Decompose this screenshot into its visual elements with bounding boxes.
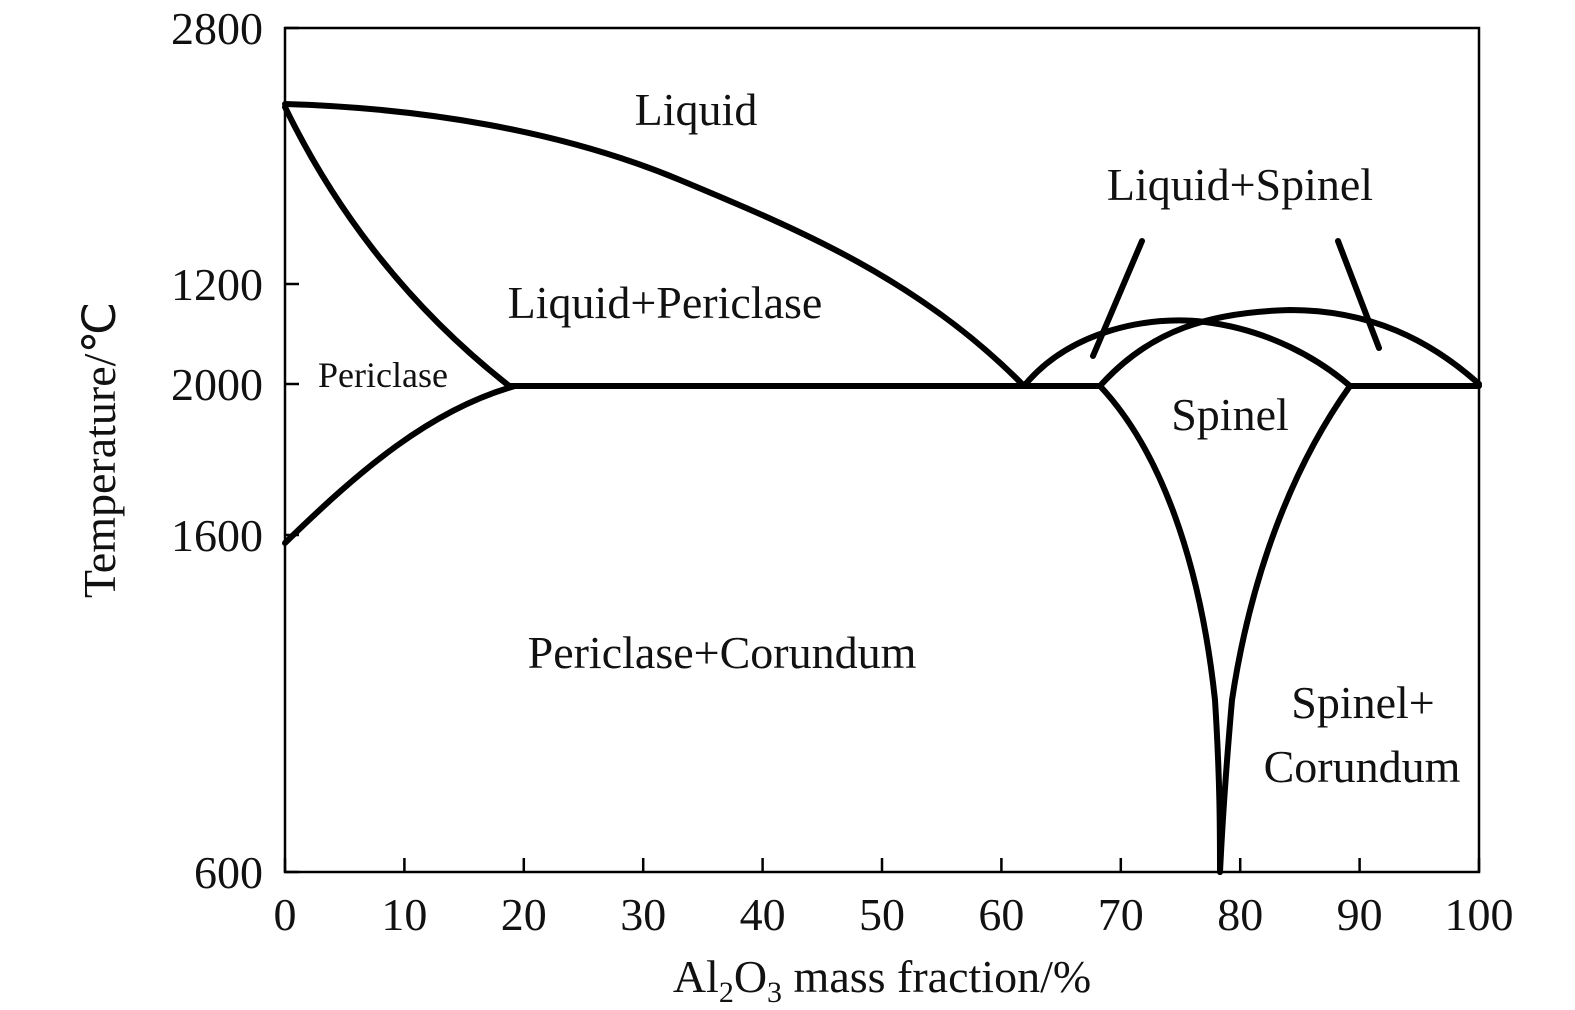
region-label: Periclase+Corundum [528,627,917,678]
region-labels: Liquid Liquid+Spinel Liquid+Periclase Pe… [318,84,1461,792]
x-tick-label: 10 [381,889,427,940]
x-tick-label: 70 [1098,889,1144,940]
liquidus-right-a [1021,317,1353,389]
region-label: Spinel [1171,389,1289,440]
region-label: Liquid+Periclase [508,277,823,328]
x-tick-label: 100 [1445,889,1514,940]
y-tick-label: 2800 [171,3,263,54]
spinel-solvus-right [1217,383,1353,875]
x-tick-label: 40 [740,889,786,940]
x-axis: 0 10 20 30 40 50 60 70 80 90 100 [274,858,1514,940]
y-tick-label: 600 [194,847,263,898]
region-label: Spinel+ [1291,677,1435,728]
y-axis: 2800 1200 2000 1600 600 [171,3,299,898]
liquidus-right-b [1097,307,1482,389]
x-axis-label: Al2O3 mass fraction/% [673,951,1091,1009]
region-label: Periclase [318,355,448,395]
x-tick-label: 50 [859,889,905,940]
spinel-solvus-left [1097,383,1223,875]
y-tick-label: 1600 [171,510,263,561]
region-label: Liquid+Spinel [1107,159,1373,210]
region-label: Corundum [1264,741,1461,792]
periclase-solvus [282,383,518,546]
x-tick-label: 80 [1217,889,1263,940]
region-label: Liquid [635,84,758,135]
phase-boundaries [282,101,1482,875]
liquidus-left [282,101,1027,389]
x-tick-label: 60 [978,889,1024,940]
periclase-liquidus [282,104,511,388]
y-axis-label: Temperature/℃ [74,302,125,598]
x-tick-label: 20 [501,889,547,940]
leader-lines [1090,238,1382,359]
y-tick-label: 2000 [171,359,263,410]
x-tick-label: 30 [620,889,666,940]
x-tick-label: 0 [274,889,297,940]
x-tick-label: 90 [1337,889,1383,940]
y-tick-label: 1200 [171,259,263,310]
